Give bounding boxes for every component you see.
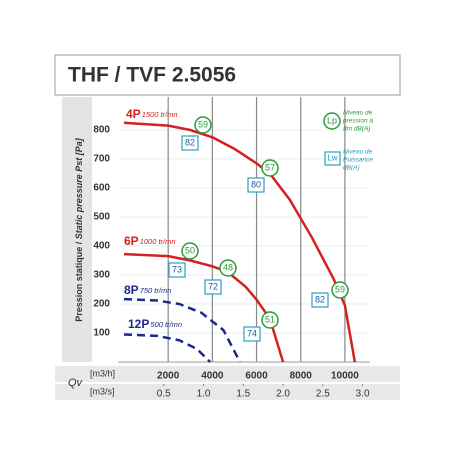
lp-value: 57 — [265, 162, 275, 172]
series-speed: 1500 tr/mn — [142, 110, 178, 119]
series-speed: 750 tr/mn — [140, 286, 172, 295]
lw-value: 73 — [172, 264, 182, 274]
lp-marker — [181, 242, 199, 260]
plot-area — [118, 97, 370, 362]
legend-lp: Lp — [327, 115, 337, 125]
y-tick-label: 700 — [93, 154, 110, 165]
x2-tick-label: 1.0 — [197, 389, 211, 400]
x-tick-label: 4000 — [201, 371, 224, 382]
series-label: 6P1000 tr/mn — [124, 234, 176, 248]
chart-title: THF / TVF 2.5056 — [68, 64, 236, 87]
y-tick-label: 400 — [93, 241, 110, 252]
y-tick-label: 300 — [93, 270, 110, 281]
lw-value: 80 — [251, 179, 261, 189]
x2-tick-label: 2.0 — [276, 389, 290, 400]
lp-value: 59 — [198, 119, 208, 129]
series-name: 12P — [128, 317, 149, 331]
series-speed: 1000 tr/mn — [140, 237, 176, 246]
legend-lp-text: pression à — [342, 118, 373, 125]
y-axis-label-part: Static pressure Pst [Pa] — [74, 137, 84, 239]
y-tick-label: 800 — [93, 125, 110, 136]
x-unit: [m3/h] — [90, 368, 115, 378]
lw-marker — [247, 177, 265, 193]
x-tick-label: 8000 — [290, 371, 313, 382]
lp-value: 59 — [335, 284, 345, 294]
x2-tick-label: 1.5 — [236, 389, 250, 400]
legend-lw-text: Puissance — [343, 157, 373, 164]
x-axis-label: Qv — [68, 377, 84, 389]
curve — [123, 297, 242, 363]
legend-lw: Lw — [327, 154, 337, 163]
y-tick-label: 600 — [93, 183, 110, 194]
lw-marker — [168, 262, 186, 278]
lw-marker — [204, 279, 222, 295]
lw-marker — [243, 326, 261, 342]
x2-tick-label: 3.0 — [356, 389, 370, 400]
lp-value: 48 — [223, 262, 233, 272]
legend-lp-text: Niveau de — [343, 110, 373, 117]
lp-marker — [261, 159, 279, 177]
legend-lw-text: Niveau de — [343, 149, 373, 156]
lp-marker — [219, 259, 237, 277]
series-label: 12P500 tr/mn — [128, 317, 182, 331]
y-axis-label-part: Pression statique / — [74, 239, 84, 322]
x2-unit: [m3/s] — [90, 386, 115, 396]
x-row — [55, 366, 400, 382]
x-tick-label: 10000 — [331, 371, 359, 382]
title-box — [54, 54, 401, 96]
lw-value: 72 — [208, 281, 218, 291]
lp-value: 50 — [185, 245, 195, 255]
series-name: 6P — [124, 234, 139, 248]
legend-lw-icon — [324, 151, 341, 166]
y-tick-label: 100 — [93, 328, 110, 339]
series-label: 8P750 tr/mn — [124, 283, 171, 297]
lp-value: 51 — [265, 314, 275, 324]
series-speed: 500 tr/mn — [150, 320, 182, 329]
lw-value: 82 — [315, 294, 325, 304]
lp-marker — [261, 311, 279, 329]
curve — [123, 333, 212, 363]
x-tick-label: 2000 — [157, 371, 180, 382]
x-tick-label: 6000 — [245, 371, 268, 382]
lw-value: 74 — [247, 328, 257, 338]
series-name: 8P — [124, 283, 139, 297]
lp-marker — [331, 281, 349, 299]
lw-marker — [181, 135, 199, 151]
y-axis-label: Pression statique / Static pressure Pst … — [74, 137, 84, 322]
legend-lp-icon — [323, 112, 341, 130]
lw-marker — [311, 292, 329, 308]
x2-row — [55, 384, 400, 400]
legend-lp-text: 8m dB(A) — [343, 126, 370, 133]
legend-lw-text: dB(A) — [343, 165, 360, 172]
x2-tick-label: 2.5 — [316, 389, 330, 400]
y-label-strip — [62, 97, 92, 362]
y-tick-label: 500 — [93, 212, 110, 223]
lw-value: 82 — [185, 137, 195, 147]
x2-tick-label: 0.5 — [157, 389, 171, 400]
series-label: 4P1500 tr/mn — [126, 107, 178, 121]
series-name: 4P — [126, 107, 141, 121]
lp-marker — [194, 116, 212, 134]
y-tick-label: 200 — [93, 299, 110, 310]
